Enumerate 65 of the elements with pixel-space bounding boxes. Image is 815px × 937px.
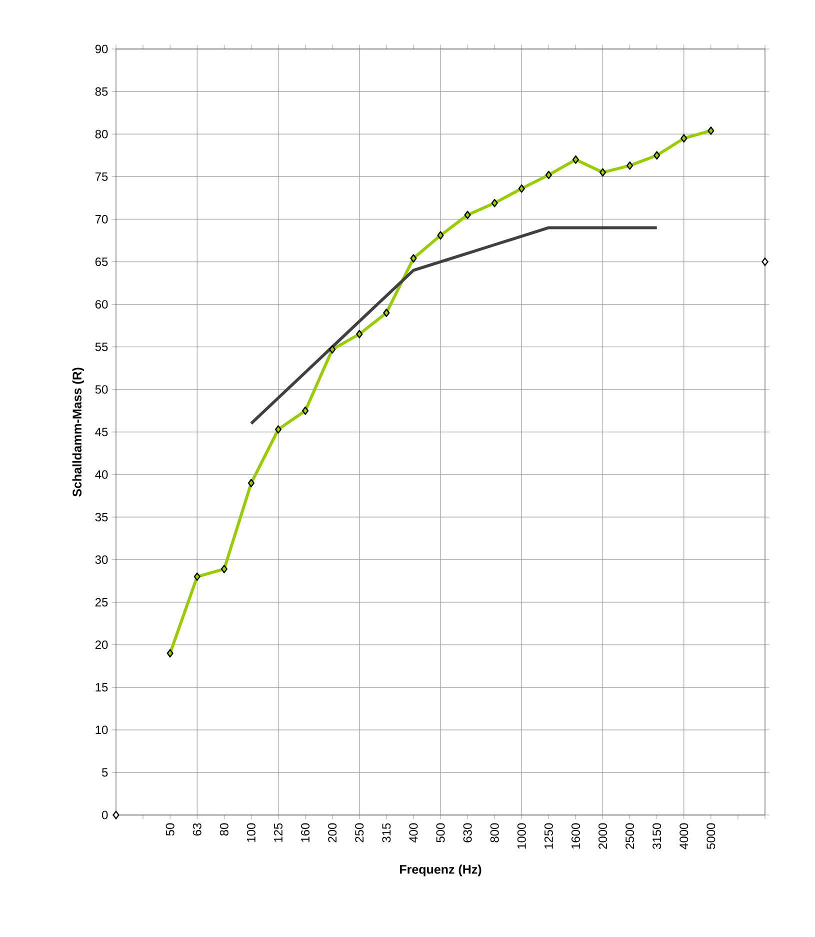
y-tick-label: 85 (95, 87, 108, 96)
x-tick-label: 100 (246, 823, 256, 842)
x-tick-label: 315 (382, 823, 391, 842)
x-tick-label: 1250 (544, 823, 553, 849)
x-tick-label: 50 (166, 823, 174, 836)
x-tick-label: 1600 (571, 823, 580, 849)
x-tick-label: 200 (328, 823, 337, 842)
x-tick-label: 125 (274, 823, 282, 842)
y-tick-label: 20 (95, 640, 108, 650)
y-tick-label: 90 (95, 44, 108, 54)
y-axis-title: Schalldamm-Mass (R) (72, 368, 84, 497)
point (220, 564, 228, 574)
x-tick-label: 160 (301, 823, 310, 842)
point (437, 231, 444, 240)
point (626, 161, 634, 170)
y-tick-label: 35 (95, 512, 108, 522)
y-tick-label: 15 (96, 683, 108, 692)
y-tick-label: 10 (96, 726, 108, 734)
x-tick-label: 800 (490, 823, 499, 842)
point (302, 406, 309, 415)
x-tick-label: 1000 (517, 823, 526, 849)
point (194, 572, 200, 581)
point (762, 258, 768, 266)
point (248, 478, 255, 488)
y-tick-label: 5 (102, 768, 108, 777)
x-tick-label: 400 (409, 823, 418, 843)
x-tick-label: 2000 (598, 823, 607, 849)
x-tick-label: 500 (436, 823, 445, 842)
y-tick-label: 75 (95, 172, 108, 181)
point (274, 425, 282, 434)
x-tick-label: 63 (192, 823, 202, 836)
point (329, 345, 336, 354)
point (112, 810, 120, 820)
point (572, 155, 580, 164)
x-tick-label: 250 (355, 823, 364, 842)
point (464, 210, 471, 220)
x-tick-label: 5000 (706, 823, 716, 850)
point (518, 184, 525, 193)
y-tick-label: 30 (95, 555, 108, 564)
x-tick-label: 4000 (680, 823, 688, 850)
y-tick-label: 70 (95, 214, 108, 224)
point (383, 308, 390, 318)
y-tick-label: 40 (95, 470, 108, 479)
y-tick-label: 80 (95, 130, 108, 138)
point (410, 254, 417, 263)
y-tick-label: 50 (95, 385, 108, 394)
x-axis-title: Frequenz (Hz) (400, 864, 482, 876)
x-tick-label: 630 (463, 823, 472, 842)
point (491, 198, 498, 208)
point (545, 170, 552, 180)
y-tick-label: 65 (95, 258, 108, 266)
x-tick-label: 80 (220, 823, 228, 836)
y-tick-label: 60 (95, 300, 108, 309)
y-tick-label: 55 (95, 342, 108, 352)
y-tick-label: 45 (95, 428, 108, 436)
y-tick-label: 0 (102, 810, 108, 820)
x-tick-label: 3150 (652, 823, 662, 850)
y-tick-label: 25 (95, 598, 108, 606)
point (166, 649, 174, 658)
point (654, 151, 660, 160)
point (680, 134, 688, 143)
x-tick-label: 2500 (626, 823, 634, 849)
point (356, 330, 363, 338)
point (708, 126, 714, 135)
point (599, 168, 606, 177)
